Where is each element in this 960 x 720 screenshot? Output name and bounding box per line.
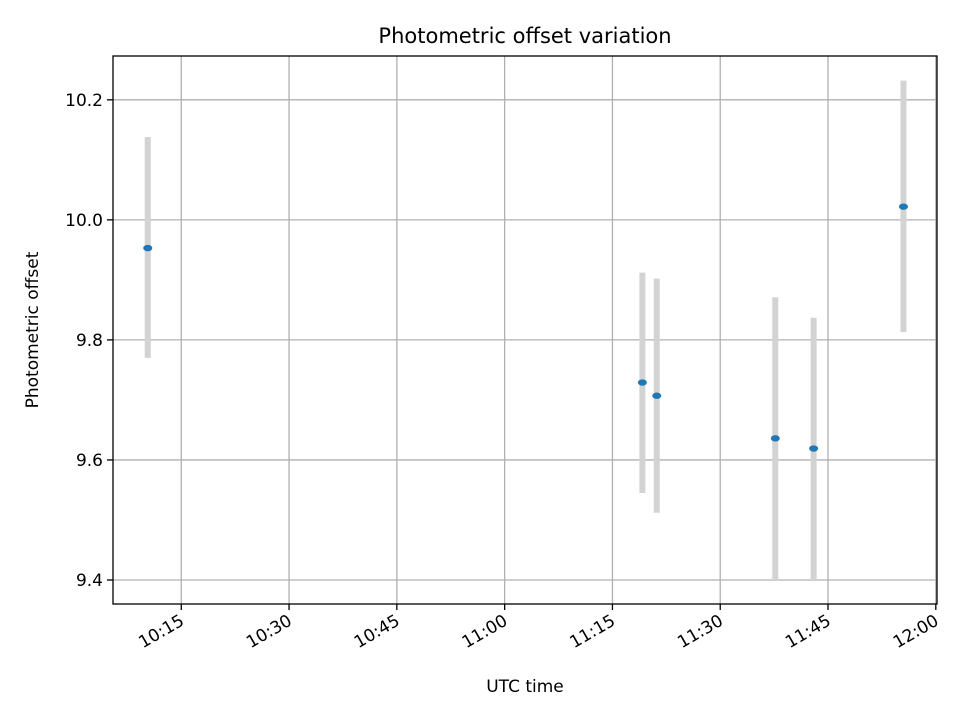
x-tick-label: 11:15 bbox=[566, 611, 618, 653]
y-axis: 9.4 9.6 9.8 10.0 10.2 bbox=[65, 91, 113, 591]
data-point bbox=[770, 435, 780, 442]
x-axis: 10:15 10:30 10:45 11:00 11:15 11:30 11:45 12:00 bbox=[135, 604, 942, 653]
data-point bbox=[652, 392, 662, 399]
chart-title: Photometric offset variation bbox=[378, 24, 671, 48]
data-points bbox=[143, 203, 908, 452]
x-tick-label: 11:00 bbox=[459, 611, 511, 653]
y-tick-label: 9.6 bbox=[76, 451, 103, 471]
plot-frame bbox=[112, 55, 938, 605]
y-tick-label: 9.8 bbox=[76, 331, 103, 351]
x-tick-label: 10:45 bbox=[351, 611, 403, 653]
y-axis-label: Photometric offset bbox=[23, 251, 43, 408]
x-tick-label: 11:45 bbox=[782, 611, 834, 653]
x-tick-label: 12:00 bbox=[890, 611, 942, 653]
data-point bbox=[809, 445, 819, 452]
grid bbox=[113, 56, 937, 604]
data-point bbox=[898, 203, 908, 210]
data-point bbox=[637, 379, 647, 386]
x-tick-label: 10:15 bbox=[135, 611, 187, 653]
y-tick-label: 10.2 bbox=[65, 91, 103, 111]
y-tick-label: 10.0 bbox=[65, 211, 103, 231]
x-tick-label: 10:30 bbox=[243, 611, 295, 653]
data-point bbox=[143, 244, 153, 252]
error-bars bbox=[144, 80, 907, 580]
x-axis-label: UTC time bbox=[486, 677, 564, 697]
y-tick-label: 9.4 bbox=[76, 571, 103, 591]
x-tick-label: 11:30 bbox=[674, 611, 726, 653]
